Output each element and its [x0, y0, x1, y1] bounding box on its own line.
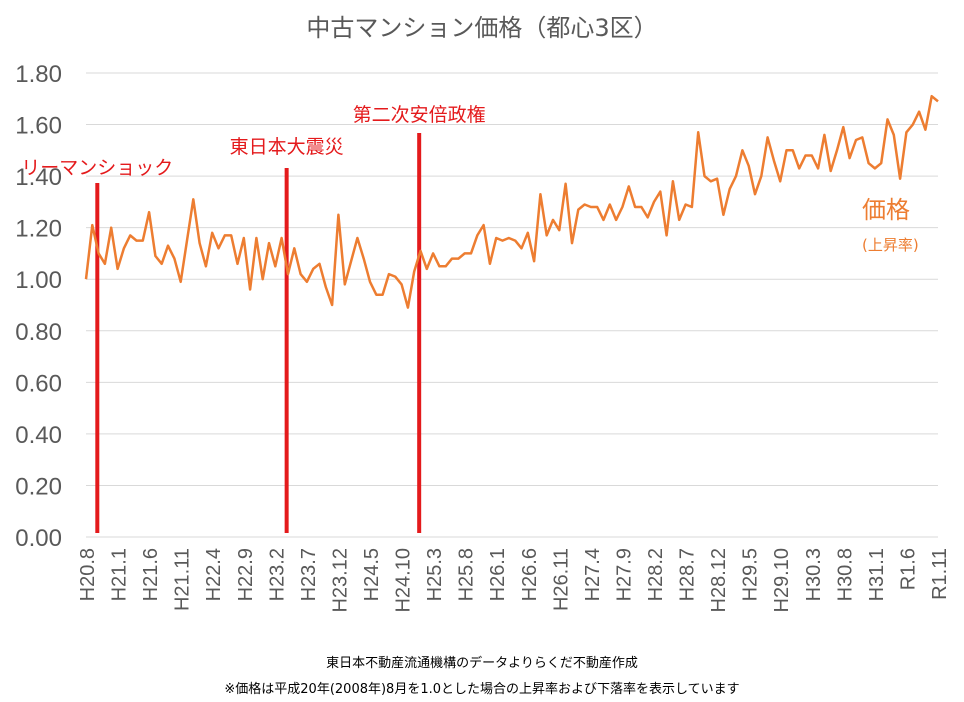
x-tick-label: H24.5 — [361, 548, 383, 601]
y-tick-label: 1.60 — [15, 113, 62, 140]
x-tick-label: H26.11 — [550, 548, 572, 611]
x-tick-label: H27.9 — [613, 548, 635, 601]
y-tick-label: 0.20 — [15, 473, 62, 500]
gridlines — [86, 72, 938, 538]
series-label-price: 価格 — [862, 196, 910, 224]
x-tick-label: H30.3 — [803, 548, 825, 601]
x-tick-label: H28.2 — [645, 548, 667, 601]
x-axis-tick-labels: H20.8 H21.1 H21.6 H21.11 H22.4 H22.9 H23.2 H23.… — [77, 548, 951, 613]
x-tick-label: H24.10 — [393, 548, 415, 613]
y-tick-label: 0.60 — [15, 370, 62, 397]
x-tick-label: H22.9 — [235, 548, 257, 601]
x-tick-label: H29.10 — [771, 548, 793, 613]
x-tick-label: H25.8 — [456, 548, 478, 601]
event-label: リーマンショック — [21, 157, 173, 179]
source-note: 東日本不動産流通機構のデータよりらくだ不動産作成 — [326, 656, 638, 671]
series-layer — [84, 94, 939, 309]
x-tick-label: H26.6 — [519, 548, 541, 601]
y-tick-label: 0.00 — [15, 525, 62, 552]
x-tick-label: H29.5 — [740, 548, 762, 601]
x-tick-label: H28.12 — [708, 548, 730, 613]
footnote: ※価格は平成20年(2008年)8月を1.0とした場合の上昇率および下落率を表示… — [224, 682, 740, 697]
x-tick-label: H26.1 — [487, 548, 509, 601]
y-tick-label: 0.80 — [15, 319, 62, 346]
x-tick-label: H25.3 — [424, 548, 446, 601]
x-tick-label: H23.12 — [329, 548, 351, 613]
event-label: 第二次安倍政権 — [353, 104, 486, 126]
y-tick-label: 1.20 — [15, 216, 62, 243]
x-tick-label: H22.4 — [203, 548, 225, 601]
x-tick-label: H30.8 — [834, 548, 856, 601]
x-tick-label: H23.2 — [266, 548, 288, 601]
x-tick-label: H21.11 — [172, 548, 194, 611]
x-tick-label: R1.11 — [929, 548, 951, 600]
chart-title: 中古マンション価格（都心3区） — [306, 14, 658, 42]
y-axis-tick-labels: 0.00 0.20 0.40 0.60 0.80 1.00 1.20 1.40 1.60 1.80 — [15, 61, 62, 552]
x-tick-label: H31.1 — [866, 548, 888, 601]
series-label-subtitle: (上昇率) — [862, 236, 919, 254]
x-tick-label: H21.6 — [140, 548, 162, 601]
y-tick-label: 1.80 — [15, 61, 62, 88]
x-tick-label: H20.8 — [77, 548, 99, 601]
y-tick-label: 1.40 — [15, 164, 62, 191]
event-label: 東日本大震災 — [230, 136, 344, 158]
x-tick-label: H28.7 — [677, 548, 699, 601]
x-tick-label: R1.6 — [897, 548, 919, 590]
y-tick-label: 0.40 — [15, 422, 62, 449]
x-tick-label: H23.7 — [298, 548, 320, 601]
x-tick-label: H27.4 — [582, 548, 604, 601]
x-tick-label: H21.1 — [109, 548, 131, 601]
series-line-price — [84, 94, 939, 309]
y-tick-label: 1.00 — [15, 267, 62, 294]
